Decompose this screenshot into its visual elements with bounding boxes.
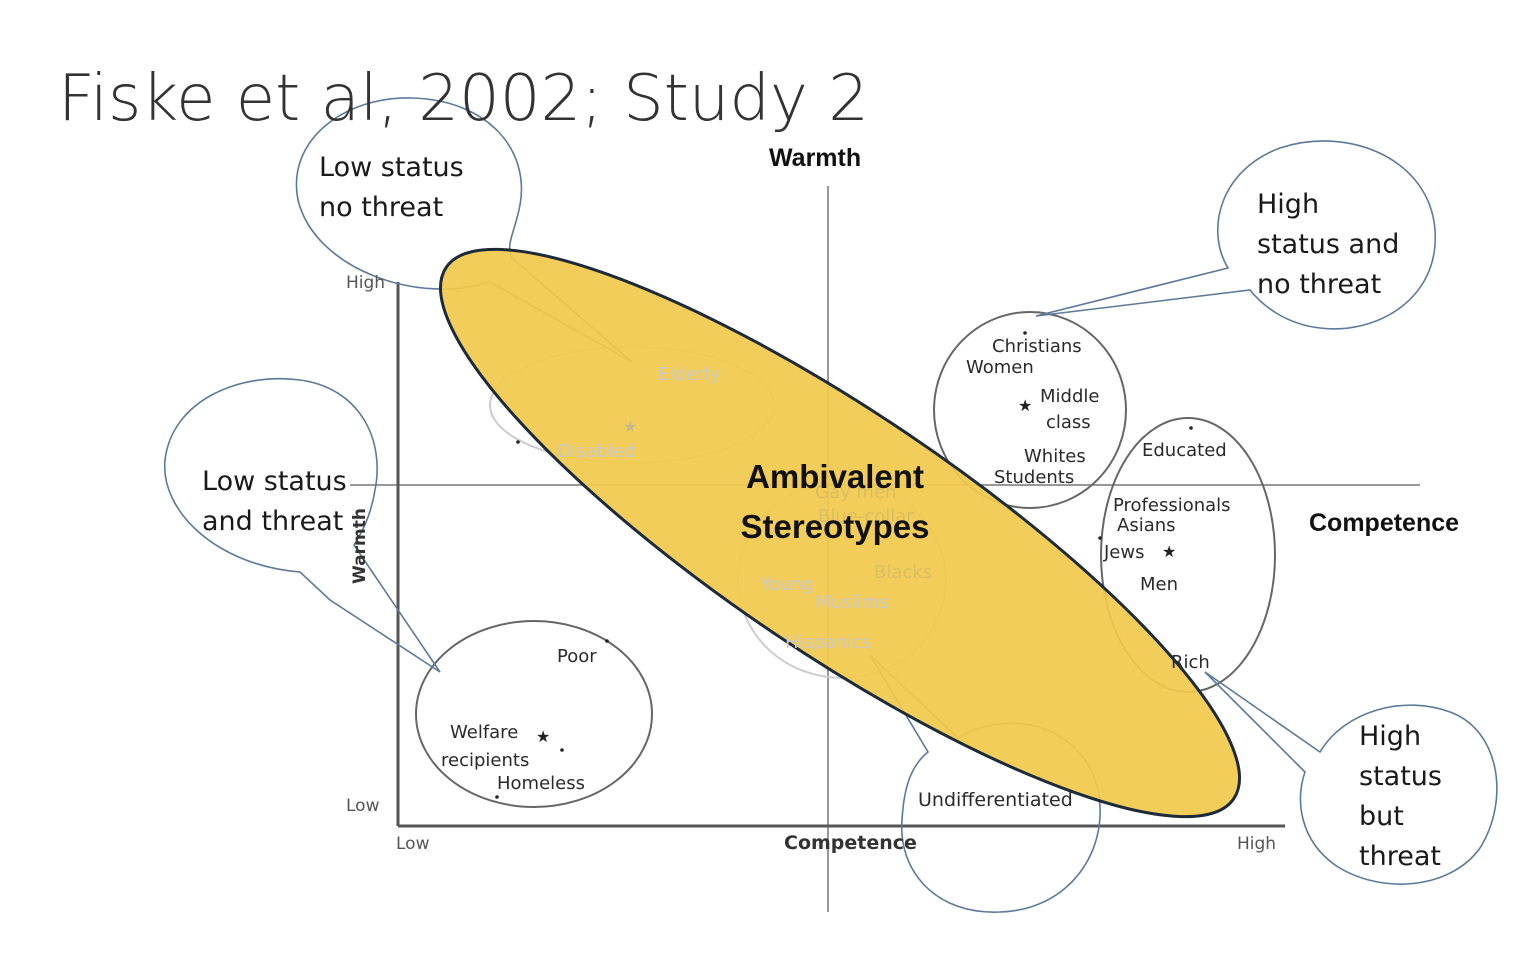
callout-low-threat-line1: Low status [202,466,347,497]
group-elderly: Elderly [658,364,720,385]
dot-7 [516,440,520,444]
ambivalent-stereotypes-label: Ambivalent Stereotypes [690,452,980,552]
callout-bubble-low-and-threat [163,377,441,673]
callout-high-no-threat-line3: no threat [1257,269,1382,300]
ambivalent-line2: Stereotypes [740,508,930,545]
callout-high-status-no-threat: High status and no threat [1257,185,1399,305]
group-middle: Middle [1040,386,1100,407]
group-christians: Christians [992,336,1082,357]
group-whites: Whites [1024,446,1086,467]
dot-3 [605,639,609,643]
callout-bubble-high-no-threat [1035,140,1436,330]
competence-axis-label: Competence [1309,509,1460,537]
group-jews: Jews [1104,542,1145,563]
inner-x-high-label: High [1237,834,1277,854]
group-young: Young [760,574,814,595]
group-asians: Asians [1117,515,1176,536]
callout-high-no-threat-line2: status and [1257,229,1400,260]
group-women: Women [966,357,1034,378]
callout-low-status-no-threat: Low status no threat [319,148,464,228]
inner-x-low-label: Low [396,834,430,854]
group-rich: Rich [1171,652,1210,673]
group-welfare: Welfare [450,722,519,743]
inner-y-high-label: High [346,273,386,293]
group-educated: Educated [1142,440,1227,461]
ambivalent-line1: Ambivalent [746,458,924,495]
callout-high-threat-line1: High [1359,721,1422,752]
dot-2 [1189,426,1193,430]
inner-y-low-label: Low [346,796,380,816]
callout-low-status-and-threat: Low status and threat [202,462,347,542]
dot-6 [1098,536,1102,540]
callout-high-threat-line3: but [1359,801,1404,832]
callout-undifferentiated: Undifferentiated [918,789,1073,811]
slide-title: Fiske et al, 2002; Study 2 [58,62,869,136]
group-homeless: Homeless [497,773,585,794]
cluster-poor [415,620,653,808]
warmth-axis-label: Warmth [769,144,862,172]
group-men: Men [1140,574,1179,595]
group-muslims: Muslims [815,592,889,613]
inner-x-competence-label: Competence [784,832,917,854]
cluster-christians [933,311,1127,509]
inner-y-warmth-label: Warmth [349,508,370,584]
dot-5 [495,795,499,799]
group-hispanics: Hispanics [785,632,872,653]
group-blue-collar: Blue-collar [818,506,914,527]
ambivalent-ellipse [439,247,1241,819]
callout-high-no-threat-line1: High [1257,189,1320,220]
group-students: Students [994,467,1075,488]
star-jews: ★ [1162,542,1176,561]
group-disabled: Disabled [557,441,636,462]
dot-1 [1023,331,1027,335]
group-class: class [1046,412,1091,433]
dot-4 [560,748,564,752]
group-gay-men: Gay men [815,482,897,503]
star-welfare: ★ [536,727,550,746]
callout-high-threat-line2: status [1359,761,1442,792]
group-blacks: Blacks [874,562,933,583]
star-middle: ★ [1018,396,1032,415]
group-recipients: recipients [441,750,530,771]
callout-low-no-threat-line1: Low status [319,152,464,183]
group-poor: Poor [557,646,597,667]
callout-low-no-threat-line2: no threat [319,192,444,223]
callout-low-threat-line2: and threat [202,506,344,537]
star-elderly: ★ [623,417,637,436]
callout-bubble-low-no-threat [295,97,633,363]
callout-bubble-high-but-threat [1204,671,1498,885]
callout-high-status-but-threat: High status but threat [1359,717,1442,877]
callout-high-threat-line4: threat [1359,841,1441,872]
group-professionals: Professionals [1113,495,1231,516]
